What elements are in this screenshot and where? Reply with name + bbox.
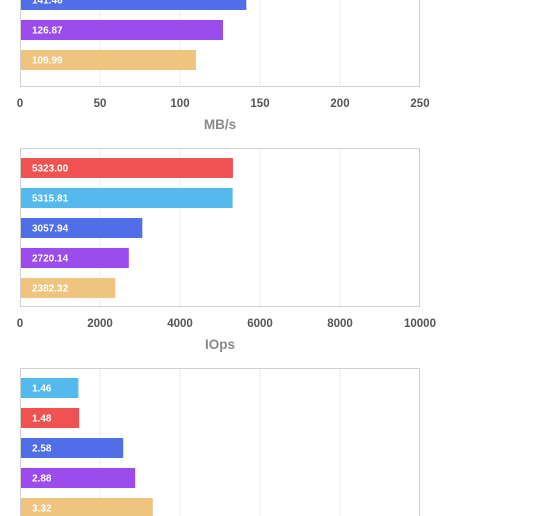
x-tick-label: 6000	[247, 318, 273, 330]
plot-frame	[20, 368, 420, 516]
bar	[20, 468, 136, 488]
x-tick-label: 50	[94, 98, 107, 110]
bar	[20, 158, 233, 178]
bar-value-label: 2.58	[32, 444, 52, 455]
x-tick-label: 0	[17, 318, 23, 330]
bar	[20, 278, 116, 298]
x-tick-label: 10000	[404, 318, 436, 330]
bar	[20, 498, 153, 516]
x-tick-label: 200	[330, 98, 349, 110]
bar-value-label: 3057.94	[32, 224, 69, 235]
bar-value-label: 126.87	[32, 26, 63, 37]
bar-value-label: 2720.14	[32, 254, 69, 265]
x-tick-label: 2000	[87, 318, 113, 330]
bar	[20, 0, 247, 10]
bar	[20, 188, 233, 208]
x-tick-label: 0	[17, 98, 23, 110]
plot-frame	[20, 148, 420, 307]
bar	[20, 50, 196, 70]
bar	[20, 20, 223, 40]
bar-value-label: 5315.81	[32, 194, 69, 205]
bar	[20, 248, 129, 268]
bar-value-label: 141.46	[32, 0, 63, 7]
plot-frame	[20, 0, 420, 87]
bar-value-label: 3.32	[32, 504, 52, 515]
x-tick-label: 250	[410, 98, 429, 110]
chart-2: 5323.00 5315.81 3057.94 2720.14 2382.32 0 2000…	[17, 148, 436, 352]
bar-value-label: 2.88	[32, 474, 52, 485]
x-tick-label: 150	[250, 98, 269, 110]
bar	[20, 408, 80, 428]
x-tick-label: 100	[170, 98, 189, 110]
chart-1: 141.46 126.87 109.99 0 50 100 150 200 250 MB/s	[17, 0, 430, 132]
x-axis-title: MB/s	[204, 117, 236, 132]
x-tick-label: 8000	[327, 318, 353, 330]
bar-value-label: 109.99	[32, 56, 63, 67]
bar	[20, 378, 79, 398]
bar-value-label: 1.48	[32, 414, 52, 425]
bar-value-label: 2382.32	[32, 284, 69, 295]
bar-value-label: 1.46	[32, 384, 52, 395]
bar	[20, 438, 124, 458]
x-axis-title: IOps	[205, 337, 235, 352]
bar	[20, 218, 143, 238]
x-tick-label: 4000	[167, 318, 193, 330]
chart-3: 1.46 1.48 2.58 2.88 3.32	[20, 368, 420, 516]
bar-value-label: 5323.00	[32, 164, 69, 175]
